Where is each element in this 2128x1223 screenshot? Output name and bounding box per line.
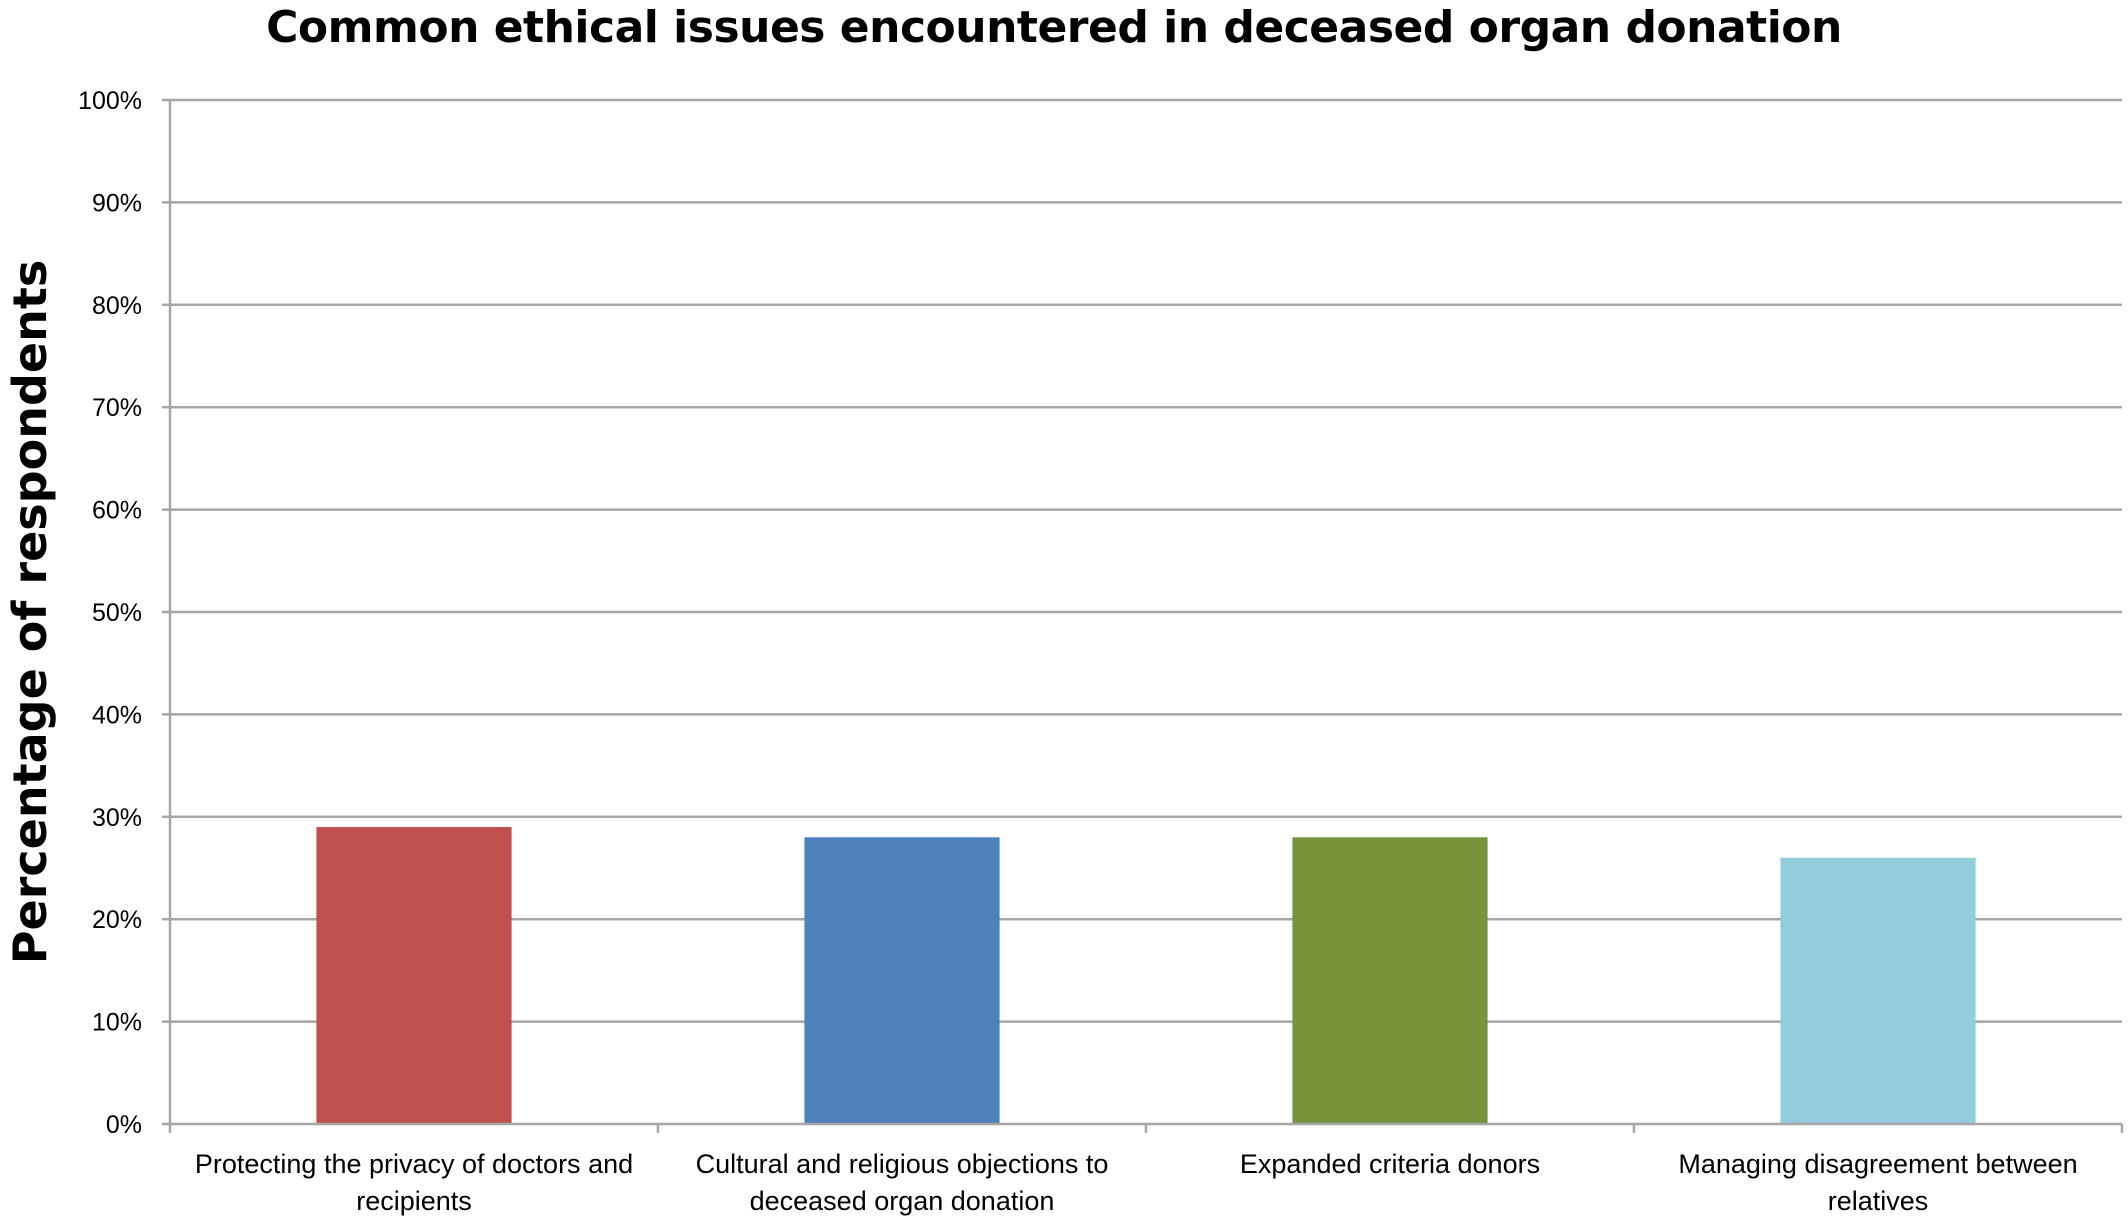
- y-tick-label: 50%: [92, 599, 142, 627]
- chart-title: Common ethical issues encountered in dec…: [266, 2, 1842, 53]
- y-tick-label: 60%: [92, 497, 142, 525]
- y-tick-label: 90%: [92, 189, 142, 217]
- gridlines: [162, 98, 2122, 1126]
- bars: [316, 827, 1976, 1124]
- bar: [804, 837, 1000, 1124]
- bar: [1780, 857, 1976, 1124]
- y-tick-label: 80%: [92, 292, 142, 320]
- x-tick-label: Managing disagreement between relatives: [1678, 1149, 2078, 1216]
- x-tick-label: Expanded criteria donors: [1239, 1149, 1541, 1179]
- bar: [316, 827, 512, 1124]
- x-tick-label: Protecting the privacy of doctors and re…: [194, 1149, 634, 1216]
- y-tick-label: 100%: [78, 87, 142, 115]
- y-tick-label: 10%: [92, 1009, 142, 1037]
- y-tick-label: 20%: [92, 906, 142, 934]
- y-tick-label: 0%: [106, 1111, 142, 1139]
- y-tick-label: 40%: [92, 701, 142, 729]
- bar: [1292, 837, 1488, 1124]
- y-tick-label: 70%: [92, 394, 142, 422]
- y-tick-label: 30%: [92, 804, 142, 832]
- axes: [168, 100, 2124, 1133]
- x-tick-label: Cultural and religious objections to dec…: [695, 1149, 1109, 1216]
- y-tick-labels: 0% 10% 20% 30% 40% 50% 60% 70% 80% 90% 100%: [78, 87, 142, 1139]
